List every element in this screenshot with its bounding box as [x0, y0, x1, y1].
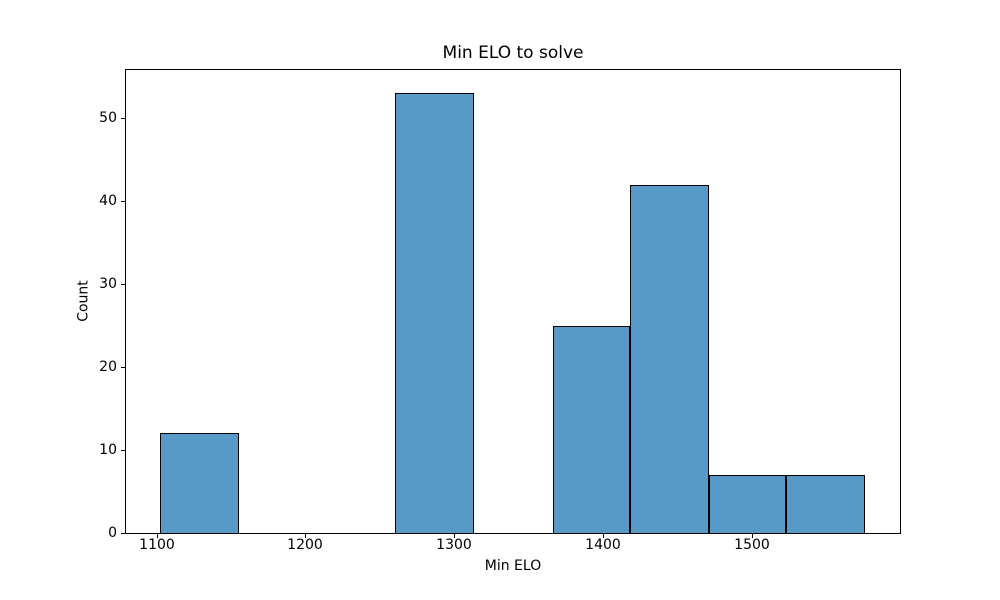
y-tick-mark — [121, 533, 125, 534]
y-tick-mark — [121, 118, 125, 119]
x-tick-label: 1400 — [585, 537, 621, 553]
x-axis-label: Min ELO — [484, 558, 542, 574]
plot-area — [125, 69, 901, 534]
x-tick-mark — [305, 534, 306, 538]
chart-title: Min ELO to solve — [442, 43, 584, 63]
x-tick-label: 1100 — [139, 537, 175, 553]
x-tick-mark — [454, 534, 455, 538]
histogram-bar — [553, 326, 630, 534]
y-tick-mark — [121, 284, 125, 285]
x-tick-mark — [752, 534, 753, 538]
histogram-bar — [786, 475, 865, 534]
x-tick-mark — [603, 534, 604, 538]
y-tick-label: 50 — [99, 110, 117, 126]
y-tick-mark — [121, 450, 125, 451]
x-tick-label: 1200 — [287, 537, 323, 553]
x-tick-label: 1300 — [436, 537, 472, 553]
x-tick-mark — [157, 534, 158, 538]
y-tick-label: 40 — [99, 193, 117, 209]
y-tick-label: 20 — [99, 359, 117, 375]
histogram-bar — [160, 433, 239, 534]
histogram-bar — [630, 185, 709, 534]
y-tick-label: 30 — [99, 276, 117, 292]
y-tick-label: 10 — [99, 442, 117, 458]
y-tick-mark — [121, 367, 125, 368]
histogram-bar — [709, 475, 786, 534]
x-tick-label: 1500 — [734, 537, 770, 553]
histogram-bar — [395, 93, 474, 534]
y-tick-label: 0 — [108, 525, 117, 541]
y-tick-mark — [121, 201, 125, 202]
